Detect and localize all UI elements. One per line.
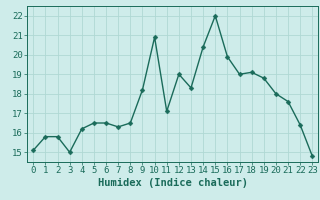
X-axis label: Humidex (Indice chaleur): Humidex (Indice chaleur) [98, 178, 248, 188]
